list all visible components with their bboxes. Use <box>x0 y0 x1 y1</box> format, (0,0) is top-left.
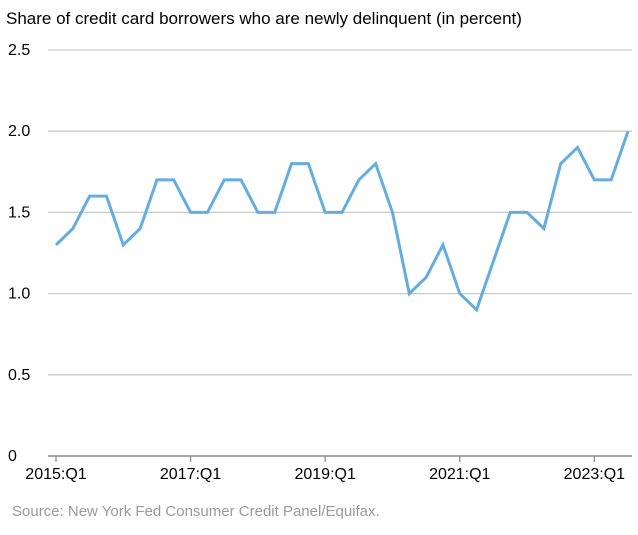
line-chart: 00.51.01.52.02.5 2015:Q1 2017:Q1 2019:Q1 20… <box>8 42 632 483</box>
series-layer <box>54 130 630 313</box>
x-tick-label: 2015:Q1 <box>25 466 86 483</box>
y-tick-label: 2.5 <box>8 42 30 59</box>
series-line <box>54 130 630 313</box>
x-tick-label: 2021:Q1 <box>429 466 490 483</box>
y-tick-label: 0.5 <box>8 367 30 384</box>
y-tick-label: 1.0 <box>8 286 30 303</box>
y-tick-label: 2.0 <box>8 123 30 140</box>
source-note: Source: New York Fed Consumer Credit Pan… <box>12 503 380 520</box>
x-tick-label: 2017:Q1 <box>160 466 221 483</box>
y-tick-labels: 0 0.5 1.0 1.5 2.0 2.5 <box>8 42 30 465</box>
x-tick-label: 2019:Q1 <box>294 466 355 483</box>
chart-title: Share of credit card borrowers who are n… <box>6 9 522 28</box>
x-tick-label: 2023:Q1 <box>564 466 625 483</box>
axes <box>48 455 632 462</box>
y-tick-label: 0 <box>8 448 17 465</box>
x-tick-labels: 2015:Q1 2017:Q1 2019:Q1 2021:Q1 2023:Q1 <box>25 466 625 483</box>
y-tick-label: 1.5 <box>8 204 30 221</box>
